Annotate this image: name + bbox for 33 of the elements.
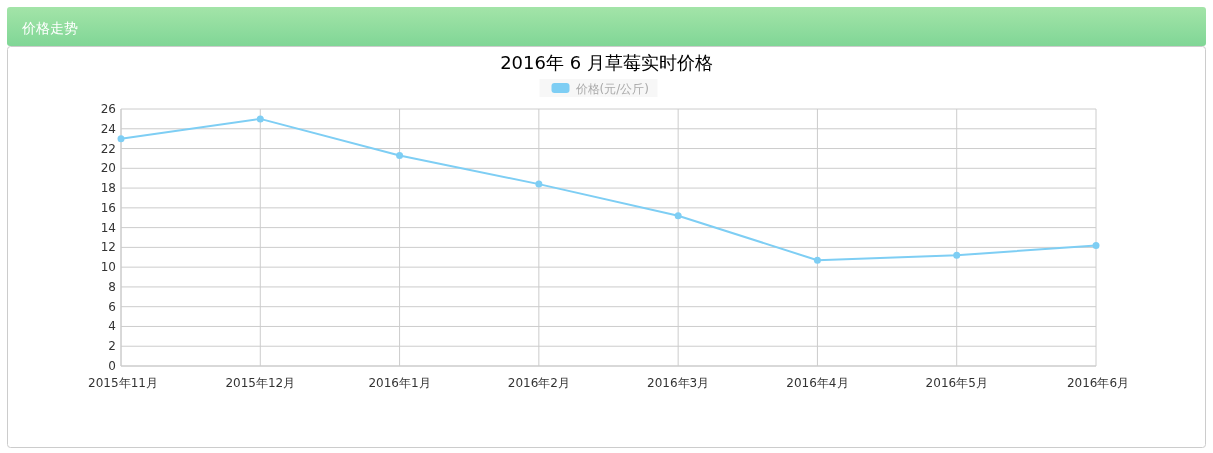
y-tick-label: 26 xyxy=(100,102,116,116)
chart-title: 2016年 6 月草莓实时价格 xyxy=(500,52,713,73)
point xyxy=(953,251,961,259)
point xyxy=(117,135,125,143)
y-tick-label: 16 xyxy=(100,200,116,215)
y-tick-label: 2 xyxy=(108,339,116,354)
x-tick-label: 2016年2月 xyxy=(507,376,570,390)
y-tick-label: 10 xyxy=(100,260,116,275)
x-tick-label: 2016年1月 xyxy=(368,376,431,390)
y-tick-label: 22 xyxy=(100,141,116,156)
point xyxy=(535,180,543,188)
x-tick-label: 2016年3月 xyxy=(647,376,710,390)
y-tick-label: 0 xyxy=(108,359,116,373)
point xyxy=(256,115,264,123)
y-tick-label: 20 xyxy=(100,161,116,176)
y-tick-label: 6 xyxy=(108,299,116,314)
legend-label: 价格(元/公斤) xyxy=(574,81,649,96)
x-tick-label: 2016年6月 xyxy=(1066,376,1130,390)
x-tick-label: 2016年4月 xyxy=(786,376,849,390)
y-tick-label: 4 xyxy=(108,319,116,334)
x-tick-label: 2016年5月 xyxy=(925,376,988,390)
y-tick-label: 18 xyxy=(100,181,116,196)
x-tick-label: 2015年11月 xyxy=(88,376,158,390)
point xyxy=(674,212,682,220)
y-tick-label: 14 xyxy=(100,220,116,235)
point xyxy=(813,256,821,264)
y-tick-label: 24 xyxy=(100,121,116,136)
point xyxy=(396,151,404,159)
y-tick-label: 8 xyxy=(108,279,116,294)
point xyxy=(1092,241,1100,249)
text: 价格走势 xyxy=(21,20,78,36)
x-tick-label: 2015年12月 xyxy=(225,376,296,390)
y-tick-label: 12 xyxy=(100,240,116,255)
